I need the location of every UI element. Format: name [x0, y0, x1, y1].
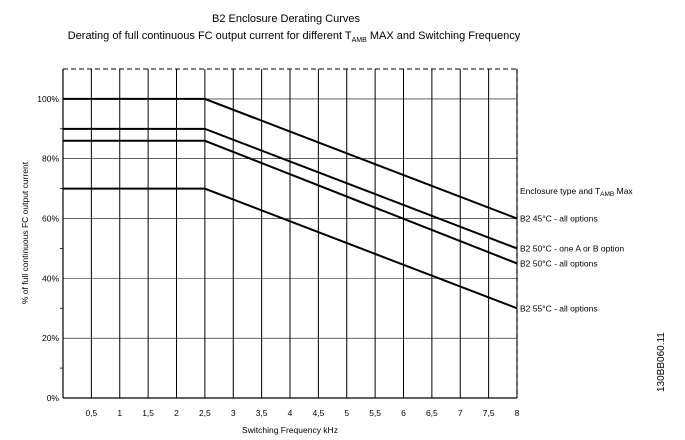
chart-subtitle-prefix: Derating of full continuous FC output cu…: [68, 30, 352, 42]
axes: [60, 68, 518, 399]
series-label-3: B2 55°C - all options: [520, 303, 598, 313]
legend-title-subscript: AMB: [600, 191, 614, 198]
x-tick-label-15: 8: [515, 408, 520, 418]
x-tick-labels: 0,5 1 1,5 2 2,5 3 3,5 4 4,5 5 5,5 6 6,5 7 7,5 8: [85, 408, 519, 418]
y-tick-label-1: 20%: [42, 333, 59, 343]
series-lines: [63, 97, 518, 310]
x-tick-label-14: 7,5: [483, 408, 495, 418]
grid-lines: [63, 69, 518, 399]
x-axis-label: Switching Frequency kHz: [242, 425, 338, 435]
x-tick-label-11: 6: [401, 408, 406, 418]
chart-title: B2 Enclosure Derating Curves: [212, 13, 360, 25]
series-label-2: B2 50°C - all options: [520, 258, 598, 268]
series-labels: B2 45°C - all options B2 50°C - one A or …: [520, 214, 624, 314]
chart-subtitle-subscript: AMB: [352, 37, 368, 44]
y-tick-label-0: 0%: [47, 393, 60, 403]
series-line-0: [63, 97, 518, 220]
y-tick-label-3: 60%: [42, 214, 59, 224]
y-tick-labels: 0% 20% 40% 60% 80% 100%: [37, 94, 59, 403]
x-tick-label-7: 4: [288, 408, 293, 418]
legend-title: Enclosure type and TAMB Max: [520, 186, 633, 198]
series-line-3: [63, 187, 518, 310]
series-label-0: B2 45°C - all options: [520, 214, 598, 224]
x-tick-label-1: 1: [117, 408, 122, 418]
x-tick-label-2: 1,5: [142, 408, 154, 418]
x-tick-label-4: 2,5: [199, 408, 211, 418]
y-tick-label-2: 40%: [42, 273, 59, 283]
x-tick-label-6: 3,5: [256, 408, 268, 418]
x-tick-label-3: 2: [174, 408, 179, 418]
chart-subtitle-suffix: MAX and Switching Frequency: [367, 30, 521, 42]
y-tick-label-5: 100%: [37, 94, 59, 104]
legend-title-suffix: Max: [614, 186, 633, 196]
x-tick-label-0: 0,5: [85, 408, 97, 418]
series-line-1: [63, 127, 518, 250]
x-tick-label-10: 5,5: [369, 408, 381, 418]
x-tick-label-5: 3: [231, 408, 236, 418]
y-tick-label-4: 80%: [42, 154, 59, 164]
series-line-2: [63, 139, 518, 265]
figure-code: 130BB060.11: [656, 332, 667, 392]
chart-subtitle: Derating of full continuous FC output cu…: [68, 30, 521, 44]
x-tick-label-8: 4,5: [312, 408, 324, 418]
legend-title-prefix: Enclosure type and T: [520, 186, 600, 196]
x-tick-label-13: 7: [458, 408, 463, 418]
x-tick-label-9: 5: [344, 408, 349, 418]
y-axis-label: % of full continuous FC output current: [20, 161, 30, 304]
series-label-1: B2 50°C - one A or B option: [520, 243, 624, 253]
x-tick-label-12: 6,5: [426, 408, 438, 418]
